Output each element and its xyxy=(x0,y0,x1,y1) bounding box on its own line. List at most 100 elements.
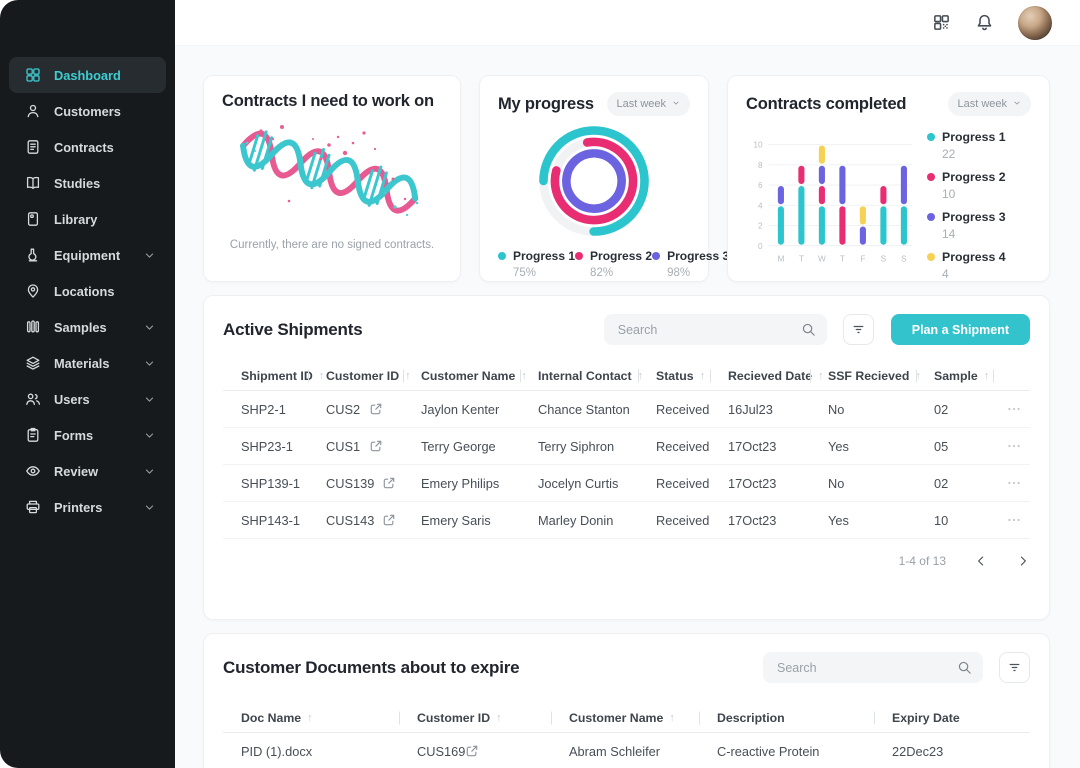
chevron-down-icon xyxy=(143,501,156,514)
shipments-filter-button[interactable] xyxy=(842,314,874,345)
column-label: Recieved Date xyxy=(728,368,813,383)
external-link-icon[interactable] xyxy=(369,402,383,416)
pagination-next-button[interactable] xyxy=(1016,554,1030,568)
sidebar-item-label: Materials xyxy=(54,355,110,371)
sidebar-item-locations[interactable]: Locations xyxy=(9,273,166,309)
contracts-completed-period-dropdown[interactable]: Last week xyxy=(948,92,1031,116)
legend-label: Progress 1 xyxy=(513,249,576,263)
received-date-cell: 17Oct23 xyxy=(728,512,777,528)
sidebar-item-studies[interactable]: Studies xyxy=(9,165,166,201)
review-icon xyxy=(25,463,41,479)
document-row[interactable]: PID (1).docx CUS169 Abram Schleifer C-re… xyxy=(223,733,1030,768)
customer-name-cell: Jaylon Kenter xyxy=(421,401,500,417)
external-link-icon[interactable] xyxy=(382,476,396,490)
forms-icon xyxy=(25,427,41,443)
column-header-recieved-date[interactable]: Recieved Date ↑ xyxy=(710,368,824,383)
legend-item: Progress 2 82% xyxy=(575,249,652,279)
legend-label: Progress 4 xyxy=(942,250,1006,264)
documents-search-input[interactable] xyxy=(775,659,949,676)
external-link-icon[interactable] xyxy=(382,513,396,527)
sidebar-item-printers[interactable]: Printers xyxy=(9,489,166,525)
contracts-completed-title: Contracts completed xyxy=(746,94,907,113)
column-header-doc-name[interactable]: Doc Name ↑ xyxy=(223,711,399,725)
shipments-table-header: Shipment ID ↑ Customer ID ↑ Customer Name ↑… xyxy=(223,361,1030,391)
column-label: Shipment ID xyxy=(241,368,313,383)
sidebar-item-label: Equipment xyxy=(54,247,121,263)
column-label: Internal Contact xyxy=(538,368,632,383)
svg-text:W: W xyxy=(818,254,826,263)
external-link-icon[interactable] xyxy=(369,439,383,453)
column-header-customer-id[interactable]: Customer ID ↑ xyxy=(399,711,551,725)
legend-label: Progress 2 xyxy=(590,249,653,263)
sidebar-item-review[interactable]: Review xyxy=(9,453,166,489)
row-actions-menu[interactable] xyxy=(1006,475,1022,491)
sidebar-item-users[interactable]: Users xyxy=(9,381,166,417)
sidebar-item-materials[interactable]: Materials xyxy=(9,345,166,381)
column-label: Expiry Date xyxy=(892,710,960,725)
documents-filter-button[interactable] xyxy=(999,652,1030,683)
pagination-prev-button[interactable] xyxy=(974,554,988,568)
caret-down-icon xyxy=(1012,98,1022,111)
column-header-customer-id[interactable]: Customer ID ↑ xyxy=(308,369,411,383)
sidebar-item-contracts[interactable]: Contracts xyxy=(9,129,166,165)
column-header-customer-name[interactable]: Customer Name ↑ xyxy=(551,711,699,725)
legend-dot xyxy=(927,213,935,221)
internal-contact-cell: Terry Siphron xyxy=(538,438,615,454)
column-header-ssf-recieved[interactable]: SSF Recieved ↑ xyxy=(810,369,921,383)
row-actions-menu[interactable] xyxy=(1006,512,1022,528)
plan-shipment-button[interactable]: Plan a Shipment xyxy=(890,314,1030,345)
expiry-date-cell: 22Dec23 xyxy=(892,743,944,759)
sample-cell: 02 xyxy=(934,401,949,417)
sidebar-item-customers[interactable]: Customers xyxy=(9,93,166,129)
legend-label: Progress 3 xyxy=(942,210,1006,224)
svg-text:2: 2 xyxy=(758,222,763,231)
filter-icon xyxy=(1007,660,1022,675)
sidebar-item-library[interactable]: Library xyxy=(9,201,166,237)
shipment-row[interactable]: SHP139-1 CUS139 Emery Philips Jocelyn Cu… xyxy=(223,465,1030,502)
row-actions-menu[interactable] xyxy=(1006,438,1022,454)
users-icon xyxy=(25,391,41,407)
row-actions-menu[interactable] xyxy=(1006,401,1022,417)
my-progress-card: My progress Last week Progress 1 75% Pro… xyxy=(479,75,729,282)
svg-text:6: 6 xyxy=(758,181,763,190)
dna-illustration xyxy=(222,115,442,237)
user-avatar[interactable] xyxy=(1018,5,1052,40)
main-area: Contracts I need to work on xyxy=(175,0,1080,768)
sidebar-item-samples[interactable]: Samples xyxy=(9,309,166,345)
ssf-received-cell: No xyxy=(828,401,845,417)
column-header-customer-name[interactable]: Customer Name ↑ xyxy=(403,369,527,383)
sidebar-item-equipment[interactable]: Equipment xyxy=(9,237,166,273)
shipments-search-input[interactable] xyxy=(615,321,793,338)
my-progress-period-dropdown[interactable]: Last week xyxy=(607,92,690,116)
sample-cell: 05 xyxy=(934,438,949,454)
svg-text:0: 0 xyxy=(758,242,763,251)
external-link-icon[interactable] xyxy=(465,744,479,758)
sample-cell: 10 xyxy=(934,512,949,528)
column-header-status[interactable]: Status ↑ xyxy=(638,369,710,383)
column-header-sample[interactable]: Sample ↑ xyxy=(916,369,993,383)
sidebar-item-label: Forms xyxy=(54,427,94,443)
pagination-range: 1-4 of 13 xyxy=(898,554,946,568)
filter-icon xyxy=(851,322,866,337)
legend-item: Progress 3 14 xyxy=(927,210,1031,241)
sidebar-item-label: Contracts xyxy=(54,139,114,155)
bell-icon[interactable] xyxy=(975,13,994,32)
shipment-row[interactable]: SHP143-1 CUS143 Emery Saris Marley Donin… xyxy=(223,502,1030,539)
column-header-shipment-id[interactable]: Shipment ID ↑ xyxy=(223,369,324,383)
internal-contact-cell: Marley Donin xyxy=(538,512,614,528)
contracts-todo-empty-message: Currently, there are no signed contracts… xyxy=(229,239,435,251)
bar-chart-legend: Progress 1 22 Progress 2 10 Progress 3 1… xyxy=(927,124,1031,290)
sidebar-item-label: Samples xyxy=(54,319,107,335)
column-header-internal-contact[interactable]: Internal Contact ↑ xyxy=(520,368,643,383)
sidebar-item-dashboard[interactable]: Dashboard xyxy=(9,57,166,93)
legend-label: Progress 2 xyxy=(942,170,1006,184)
internal-contact-cell: Chance Stanton xyxy=(538,401,630,417)
sidebar-item-forms[interactable]: Forms xyxy=(9,417,166,453)
contracts-todo-title: Contracts I need to work on xyxy=(222,92,434,110)
shipment-row[interactable]: SHP23-1 CUS1 Terry George Terry Siphron … xyxy=(223,428,1030,465)
samples-icon xyxy=(25,319,41,335)
apps-grid-icon[interactable] xyxy=(932,13,951,32)
sidebar-item-label: Review xyxy=(54,463,99,479)
sample-cell: 02 xyxy=(934,475,949,491)
shipment-row[interactable]: SHP2-1 CUS2 Jaylon Kenter Chance Stanton… xyxy=(223,391,1030,428)
